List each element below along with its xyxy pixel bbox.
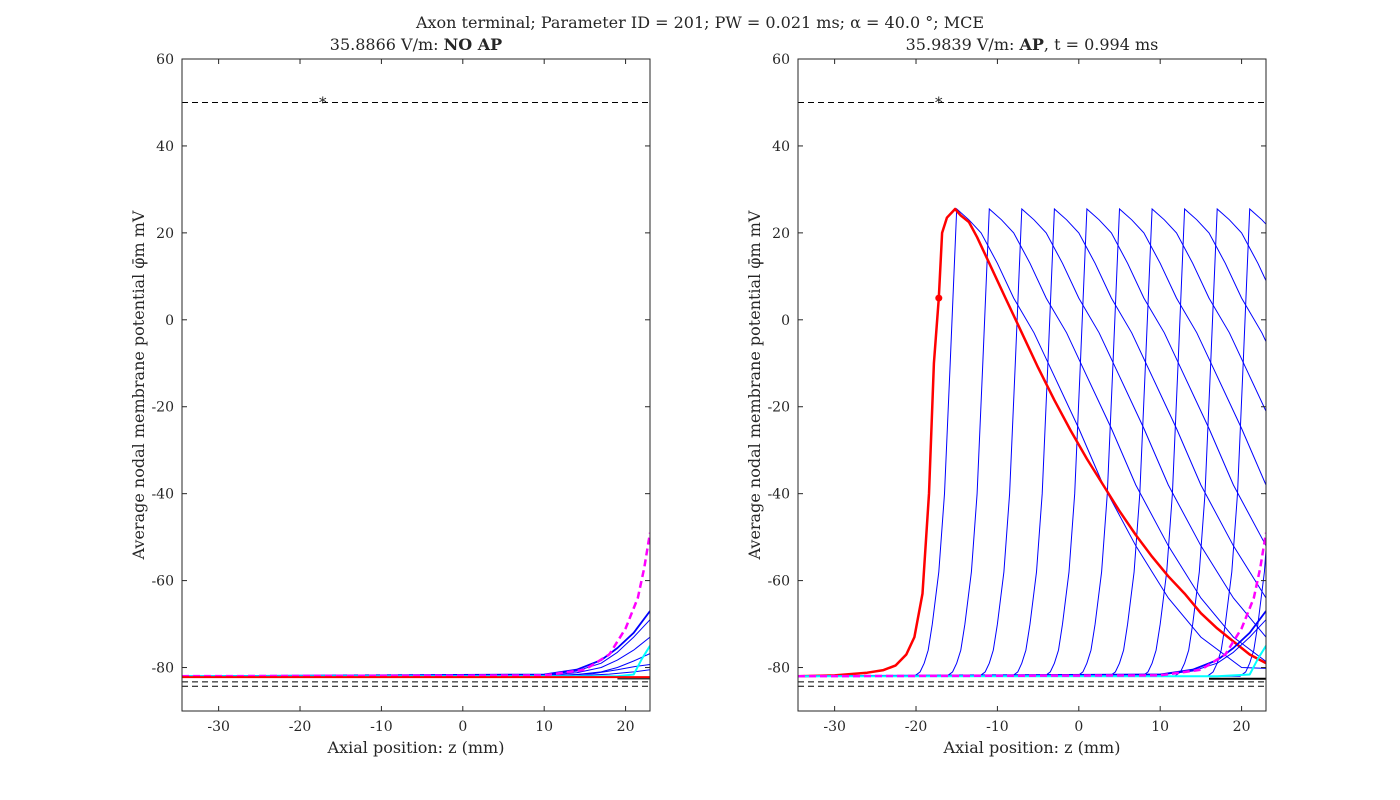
threshold-marker: *	[319, 93, 327, 111]
ap-snapshot-line	[798, 207, 1266, 677]
left-axes: * -30 -20 -10 0 10 20 -80 -60 -40 -20 0 20 40 60 35.886…	[129, 35, 651, 757]
x-tick-label: 0	[1074, 719, 1083, 735]
ap-snapshot-line	[798, 207, 1266, 677]
y-tick-label: -60	[151, 574, 174, 590]
x-tick-label: 20	[1233, 719, 1251, 735]
ap-snapshot-line	[798, 207, 1266, 677]
x-tick-label: -10	[370, 719, 393, 735]
series-line	[798, 645, 1266, 678]
ap-snapshot-line	[798, 207, 1266, 677]
ap-snapshot-line	[798, 543, 1266, 677]
y-tick-label: -40	[151, 487, 174, 503]
y-tick-label: 40	[772, 139, 790, 155]
axes-title: 35.9839 V/m: AP, t = 0.994 ms	[906, 35, 1159, 54]
ap-snapshot-line	[798, 207, 1266, 677]
y-tick-label: -20	[151, 400, 174, 416]
x-tick-label: -20	[289, 719, 312, 735]
x-tick-label: 0	[458, 719, 467, 735]
y-tick-label: -40	[767, 487, 790, 503]
series-line	[798, 610, 1266, 678]
y-tick-label: 20	[156, 226, 174, 242]
figure-suptitle: Axon terminal; Parameter ID = 201; PW = …	[415, 13, 984, 32]
axes-frame	[797, 58, 1267, 712]
y-axis-label: Average nodal membrane potential φ̄m mV	[745, 210, 764, 560]
axes-frame	[181, 58, 651, 712]
x-tick-label: -30	[207, 719, 230, 735]
y-tick-label: -80	[767, 661, 790, 677]
series-line	[182, 610, 650, 678]
x-tick-label: 10	[535, 719, 553, 735]
y-tick-label: -80	[151, 661, 174, 677]
y-tick-label: -60	[767, 574, 790, 590]
series-line	[798, 532, 1266, 678]
plot-area: *	[182, 93, 650, 687]
x-axis-label: Axial position: z (mm)	[327, 738, 505, 757]
ap-snapshot-line	[798, 207, 1266, 677]
series-line	[798, 619, 1266, 677]
y-tick-label: 60	[156, 52, 174, 68]
y-tick-label: -20	[767, 400, 790, 416]
ap-snapshot-line	[798, 207, 1266, 677]
x-tick-label: 20	[617, 719, 635, 735]
y-tick-label: 0	[781, 313, 790, 329]
ap-initiation-marker	[935, 294, 943, 302]
threshold-marker: *	[935, 93, 943, 111]
y-tick-label: 20	[772, 226, 790, 242]
x-tick-label: -30	[823, 719, 846, 735]
ap-snapshot-line	[798, 207, 1266, 677]
ap-snapshot-line	[798, 207, 1266, 677]
x-axis-label: Axial position: z (mm)	[943, 738, 1121, 757]
series-line	[798, 207, 1266, 678]
x-tick-label: -20	[905, 719, 928, 735]
x-tick-label: 10	[1151, 719, 1169, 735]
x-tick-label: -10	[986, 719, 1009, 735]
y-axis-label: Average nodal membrane potential φ̄m mV	[129, 210, 148, 560]
series-line	[182, 532, 650, 678]
y-tick-label: 60	[772, 52, 790, 68]
series-line	[182, 653, 650, 677]
axes-title: 35.8866 V/m: NO AP	[330, 35, 502, 54]
plot-area: *	[798, 93, 1266, 687]
right-axes: * -30 -20 -10 0 10 20 -80 -60 -40 -20 0 20 40 60 35.983…	[745, 35, 1267, 757]
y-tick-label: 0	[165, 313, 174, 329]
ap-snapshot-line	[798, 207, 1266, 677]
y-tick-label: 40	[156, 139, 174, 155]
